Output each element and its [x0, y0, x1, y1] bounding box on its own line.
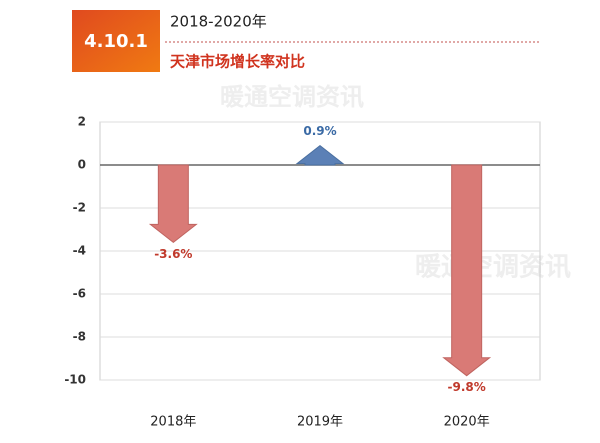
- y-tick-label: -4: [73, 244, 86, 258]
- arrow-bar: [148, 164, 198, 244]
- y-tick-label: -8: [73, 330, 86, 344]
- y-tick-label: 0: [78, 158, 86, 172]
- x-tick-label: 2018年: [150, 415, 196, 430]
- section-number: 4.10.1: [84, 31, 148, 52]
- section-badge: [72, 10, 160, 72]
- y-tick-label: 2: [78, 115, 86, 129]
- y-tick-label: -2: [73, 201, 86, 215]
- period: 2018-2020年: [170, 13, 267, 31]
- value-label: -3.6%: [154, 247, 192, 261]
- arrow-bar: [295, 145, 345, 166]
- value-label: -9.8%: [448, 380, 486, 394]
- watermark: 暖通空调资讯: [220, 83, 364, 111]
- watermark: 暖通空调资讯: [415, 252, 571, 283]
- y-tick-label: -10: [64, 373, 86, 387]
- arrow-bar: [442, 164, 492, 377]
- y-tick-label: -6: [73, 287, 86, 301]
- x-tick-label: 2019年: [297, 415, 343, 430]
- value-label: 0.9%: [303, 124, 336, 138]
- x-tick-label: 2020年: [444, 415, 490, 430]
- chart-title: 天津市场增长率对比: [170, 53, 305, 71]
